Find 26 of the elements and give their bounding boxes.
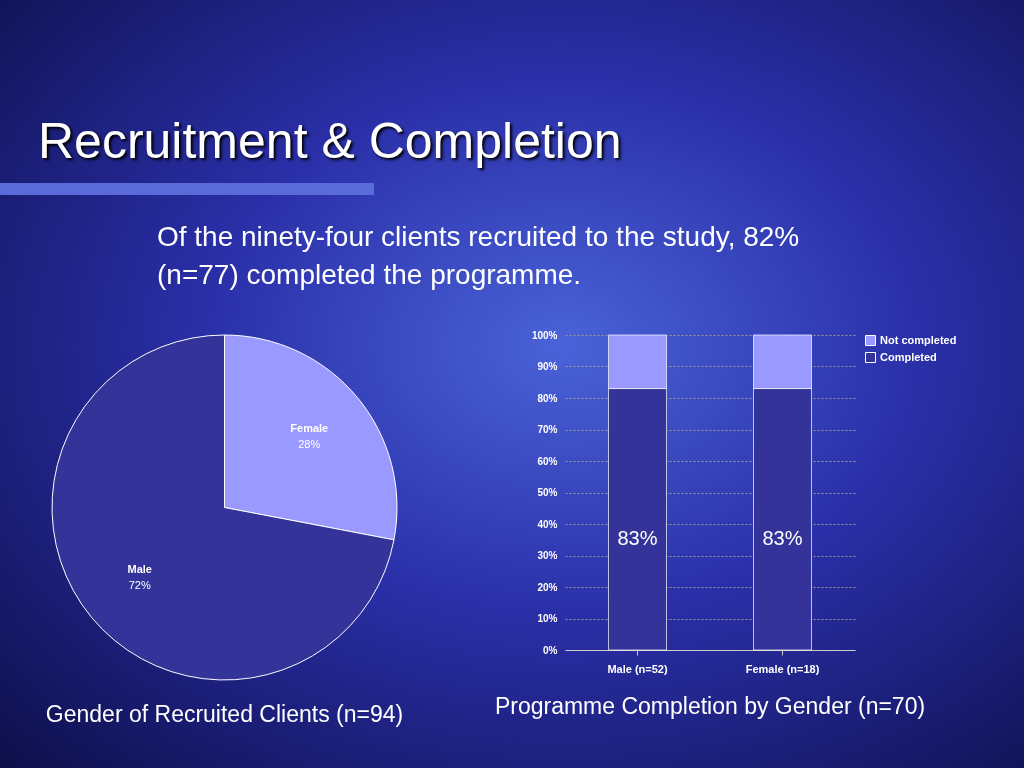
y-tick-label: 40% — [537, 518, 558, 530]
slice-label: Female — [290, 422, 329, 435]
text: Gender of Recruited Clients (n=94) — [45, 701, 404, 727]
y-tick-label: 90% — [537, 361, 558, 372]
y-tick-label: 70% — [537, 424, 558, 435]
y-tick-label: 30% — [537, 550, 558, 561]
y-tick-label: 50% — [537, 487, 558, 498]
text: Programme Completion by Gender (n=70) — [494, 693, 926, 719]
y-tick-label: 0% — [543, 644, 558, 656]
pie-slice — [51, 334, 395, 681]
data-label: 28% — [298, 438, 321, 451]
y-tick-label: 10% — [537, 613, 558, 624]
data-label: 83% — [617, 527, 658, 550]
y-tick-label: 60% — [537, 455, 558, 467]
y-tick-label: 100% — [531, 329, 558, 341]
data-label: 83% — [762, 527, 803, 550]
x-tick-label: Female (n=18) — [745, 662, 820, 675]
text: Recruitment & Completion — [38, 112, 622, 170]
slice-label: Male — [127, 562, 152, 575]
y-tick-label: 20% — [537, 581, 558, 593]
y-tick-label: 80% — [537, 392, 558, 404]
data-label: 72% — [128, 578, 151, 591]
x-tick-label: Male (n=52) — [607, 662, 668, 675]
legend-label: Not completed — [880, 333, 957, 346]
text: Of the ninety-four clients recruited to the study, 82% (n=77) completed the programme. — [157, 220, 801, 292]
legend-label: Completed — [880, 350, 937, 363]
